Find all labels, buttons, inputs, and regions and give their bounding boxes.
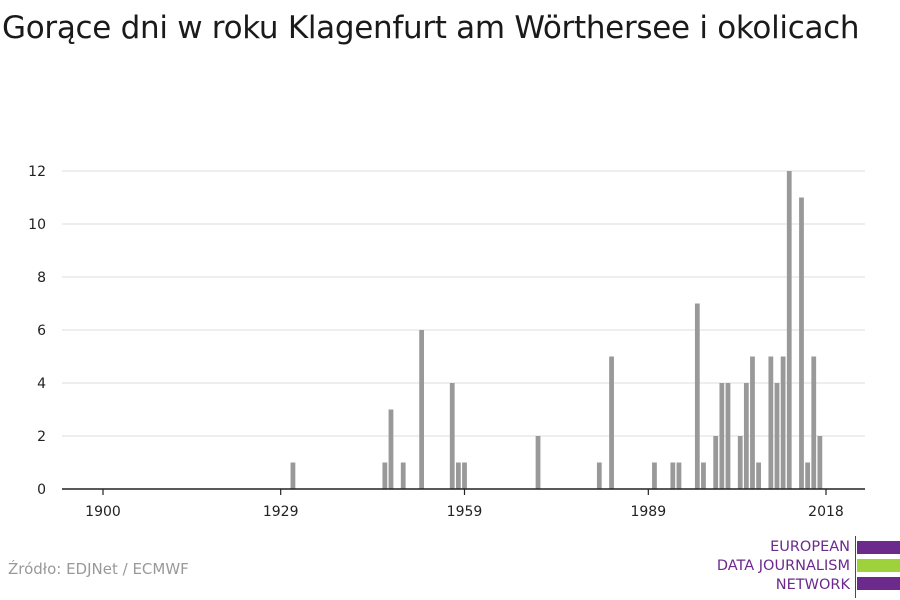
- bar-2006[interactable]: [750, 356, 755, 490]
- bar-2012[interactable]: [786, 171, 792, 489]
- bar-2015[interactable]: [805, 462, 811, 490]
- bar-1957[interactable]: [449, 383, 455, 489]
- bar-1993[interactable]: [670, 462, 676, 490]
- x-tick-label: 2018: [808, 504, 844, 520]
- y-axis-ticks: 0 2 4 6 8 10 12: [28, 164, 46, 498]
- bar-1959[interactable]: [462, 462, 467, 490]
- x-axis-ticks: 1900 1929 1959 1989 2018: [85, 489, 844, 520]
- logo-bar-1: [857, 541, 900, 554]
- logo-text-line-1: EUROPEAN: [770, 539, 850, 555]
- bar-1949[interactable]: [400, 462, 406, 490]
- bar-2000[interactable]: [713, 436, 719, 489]
- y-tick-label: 10: [28, 217, 46, 233]
- x-tick-label: 1959: [447, 504, 483, 520]
- x-tick-label: 1989: [630, 504, 666, 520]
- x-tick-label: 1900: [85, 504, 121, 520]
- bars: [290, 171, 823, 490]
- bar-2009[interactable]: [768, 356, 774, 490]
- bar-2011[interactable]: [780, 356, 786, 490]
- bar-2007[interactable]: [756, 462, 761, 490]
- bar-1994[interactable]: [676, 462, 682, 490]
- bar-1998[interactable]: [701, 462, 706, 490]
- bar-1990[interactable]: [652, 462, 657, 490]
- y-tick-label: 4: [37, 376, 46, 392]
- logo-separator: [855, 536, 856, 598]
- logo-text-line-3: NETWORK: [775, 577, 850, 593]
- bar-1971[interactable]: [535, 436, 541, 489]
- bar-2010[interactable]: [774, 383, 780, 489]
- bar-1958[interactable]: [455, 462, 461, 490]
- bar-1997[interactable]: [694, 303, 700, 490]
- bar-1931[interactable]: [290, 462, 296, 490]
- source-note: Źródło: EDJNet / ECMWF: [8, 560, 189, 578]
- bar-1981[interactable]: [596, 462, 602, 490]
- bar-2001[interactable]: [719, 383, 725, 489]
- bar-1952[interactable]: [419, 330, 424, 489]
- bar-2005[interactable]: [743, 383, 749, 489]
- logo-text-line-2: DATA JOURNALISM: [716, 558, 850, 574]
- edjnet-logo[interactable]: EUROPEAN DATA JOURNALISM NETWORK: [700, 536, 900, 598]
- bar-2004[interactable]: [737, 436, 743, 489]
- y-tick-label: 6: [37, 323, 46, 339]
- bar-1946[interactable]: [382, 462, 388, 490]
- bar-2014[interactable]: [799, 197, 804, 490]
- bar-chart: 1900 1929 1959 1989 2018 0 2 4 6 8 10 12: [28, 164, 865, 520]
- logo-bar-2: [857, 559, 900, 572]
- bar-1947[interactable]: [388, 409, 394, 490]
- bar-2002[interactable]: [725, 383, 731, 489]
- grid-lines: [62, 170, 865, 437]
- chart-title: Gorące dni w roku Klagenfurt am Wörthers…: [2, 10, 860, 46]
- bar-1983[interactable]: [609, 356, 614, 490]
- y-tick-label: 12: [28, 164, 46, 180]
- logo-bar-3: [857, 577, 900, 590]
- x-tick-label: 1929: [263, 504, 299, 520]
- y-tick-label: 2: [37, 429, 46, 445]
- bar-2017[interactable]: [817, 436, 823, 489]
- bar-2016[interactable]: [811, 356, 817, 490]
- y-tick-label: 8: [37, 270, 46, 286]
- y-tick-label: 0: [37, 482, 46, 498]
